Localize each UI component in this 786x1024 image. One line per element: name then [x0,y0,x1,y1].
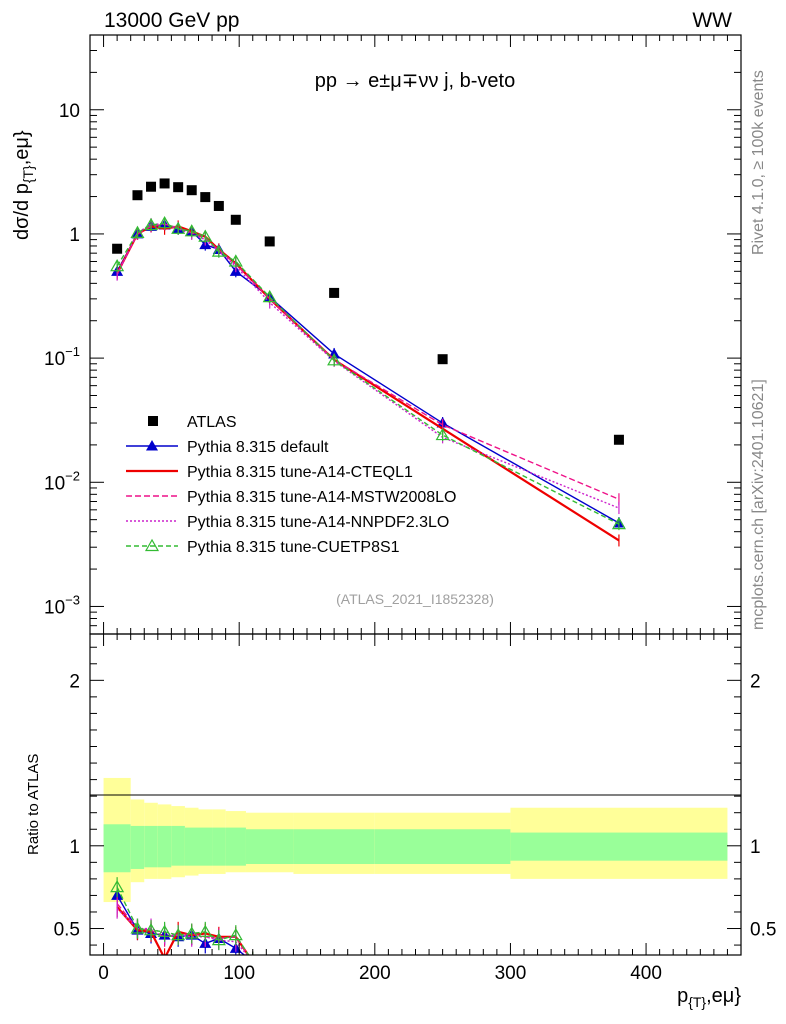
atlas-point [112,243,123,254]
x-tick-label: 400 [630,963,662,984]
inner-band-bin [212,827,226,866]
legend-marker [146,440,158,451]
series-line-2 [116,223,620,500]
ratio-y-tick-label: 0.5 [54,920,80,941]
ratio-line-4 [116,886,250,955]
x-tick-label: 300 [495,963,527,984]
inner-band-bin [245,829,294,864]
rivet-label: Rivet 4.1.0, ≥ 100k events [750,70,767,255]
ratio-y-tick-label-right: 0.5 [750,920,776,941]
inner-band-bin [198,827,213,866]
ratio-point [228,927,243,941]
ratio-point [171,927,186,941]
series-point [211,244,226,257]
energy-label: 13000 GeV pp [104,9,239,32]
x-axis-label: p{T},eμ} [677,985,741,1010]
y-tick-label: 10 [59,101,80,122]
plot-title: pp → e±μ∓νν j, b-veto [315,70,515,92]
inner-band-bin [510,832,728,861]
legend-label: Pythia 8.315 default [187,439,329,456]
y-tick-label: 10−2 [44,468,80,494]
legend-label: Pythia 8.315 tune-A14-CTEQL1 [187,464,413,481]
legend-label: Pythia 8.315 tune-CUETP8S1 [187,539,400,556]
inner-band-bin [374,829,511,864]
inner-band-bin [171,825,185,866]
axis-ticks: 0 100 200 300 400 10−3 10−2 10−1 1 10 0.5 0.5 1 1 2 2 [44,34,776,984]
ratio-point [130,921,145,934]
inner-band-bin [157,825,172,868]
ratio-uncertainty-bands [103,777,728,903]
atlas-point [264,236,275,247]
ratio-point [143,922,159,936]
x-tick-label: 0 [98,963,109,984]
legend: ATLAS Pythia 8.315 default Pythia 8.315 tu… [126,414,456,556]
atlas-point [230,214,241,225]
series-point [611,516,626,530]
legend-atlas-label: ATLAS [187,414,237,431]
series-point [143,217,159,231]
atlas-data [112,178,624,445]
atlas-point [173,182,184,193]
inner-band-bin [184,827,199,866]
series-point [327,353,342,366]
ratio-point [184,926,199,939]
atlas-point [146,181,157,192]
atlas-point [437,354,448,365]
ratio-line-1 [116,906,250,955]
inner-band-bin [130,825,145,869]
series-point [110,258,125,272]
legend-label: Pythia 8.315 tune-A14-MSTW2008LO [187,489,456,506]
legend-marker [144,538,160,552]
y-axis-label-ratio: Ratio to ATLAS [25,754,42,855]
main-series [110,215,626,547]
ratio-point [110,879,125,893]
series-point [171,221,186,234]
atlas-point [200,192,211,203]
atlas-point [213,200,224,211]
atlas-point [613,434,624,445]
mcplots-label: mcplots.cern.ch [arXiv:2401.10621] [750,379,767,630]
y-tick-label: 10−1 [44,344,80,370]
ratio-point [211,932,226,946]
ratio-point [198,924,213,937]
y-axis-label-main: dσ/d p{T},eμ} [11,130,36,240]
ratio-line-3 [116,908,249,955]
ratio-y-tick-label: 2 [69,671,80,692]
series-point [228,254,243,267]
process-label: WW [692,9,732,32]
y-tick-label: 1 [69,225,80,246]
series-point [184,224,199,237]
ratio-point [157,924,172,937]
series-point [262,289,277,303]
atlas-point [329,287,340,298]
legend-atlas-marker [148,416,158,426]
atlas-point [132,190,143,201]
inner-band-bin [293,829,375,864]
ratio-y-tick-label-right: 1 [750,837,761,858]
inner-band-bin [144,825,158,868]
ratio-y-tick-label: 1 [69,837,80,858]
atlas-point [159,178,170,189]
inner-band-bin [103,824,131,873]
series-point [198,229,213,242]
x-tick-label: 200 [359,963,391,984]
atlas-point [186,185,197,196]
analysis-watermark: (ATLAS_2021_I1852328) [336,591,494,607]
legend-label: Pythia 8.315 tune-A14-NNPDF2.3LO [187,514,449,531]
series-point [435,427,450,441]
x-tick-label: 100 [223,963,255,984]
series-point [157,215,172,229]
inner-band-bin [225,827,246,866]
ratio-series [110,877,254,955]
ratio-y-tick-label-right: 2 [750,671,761,692]
y-tick-label: 10−3 [44,592,80,618]
series-point [130,225,145,238]
